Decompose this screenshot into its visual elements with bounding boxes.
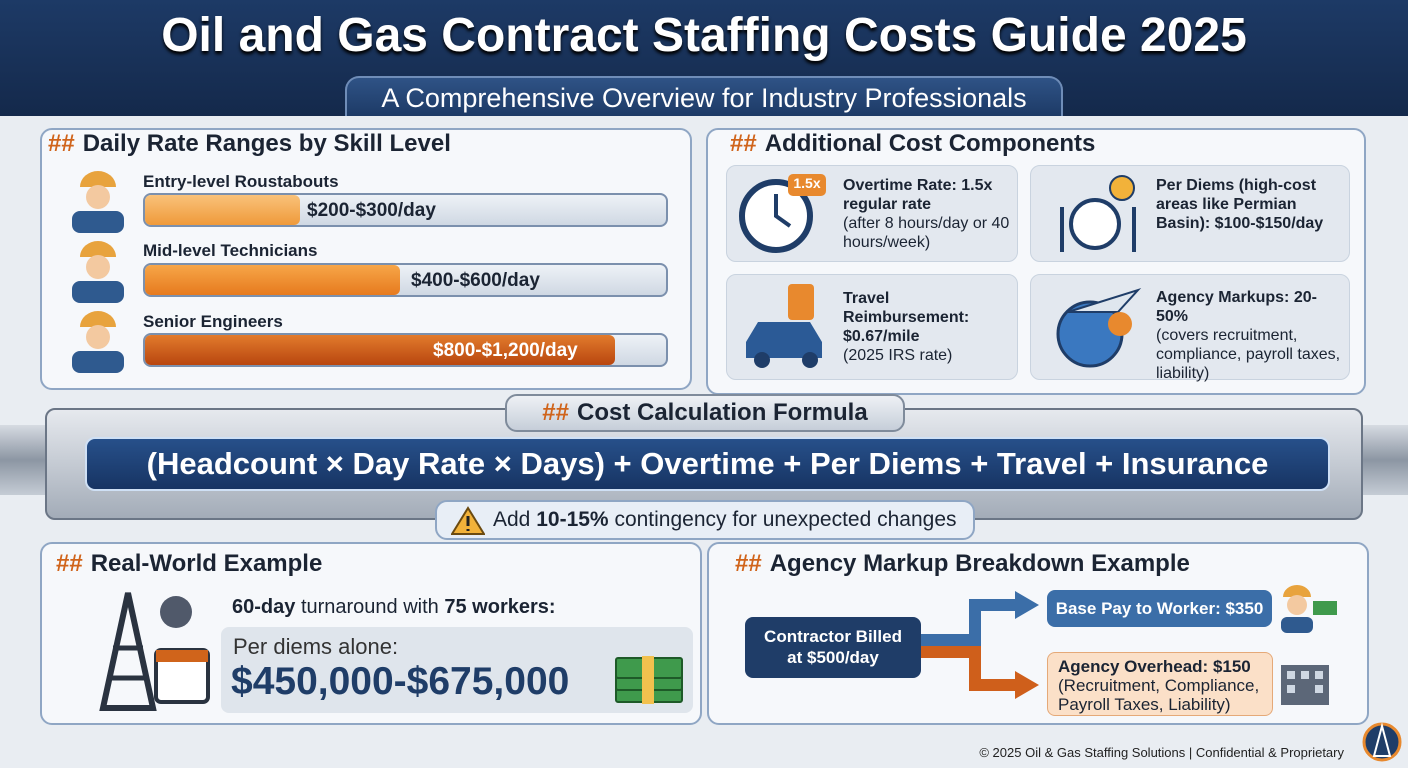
card-title: Agency Markups: 20-50% — [1156, 289, 1317, 325]
rate-fill — [145, 265, 400, 295]
heading-text: Agency Markup Breakdown Example — [769, 550, 1190, 577]
note-highlight: 10-15% — [536, 508, 609, 531]
marker: ## — [730, 130, 757, 157]
clock-icon — [739, 174, 826, 253]
intro-text: turnaround with — [300, 596, 439, 618]
rates-heading: ## Daily Rate Ranges by Skill Level — [48, 130, 451, 158]
meal-icon — [1060, 175, 1136, 252]
base-box: Base Pay to Worker: $350 — [1047, 590, 1272, 627]
rate-bar: $400-$600/day — [143, 263, 668, 297]
badge: 1.5x — [793, 175, 821, 191]
rate-range: $400-$600/day — [411, 270, 540, 291]
rate-bar: $800-$1,200/day — [143, 333, 668, 367]
marker: ## — [48, 130, 75, 157]
globe-icon — [1056, 287, 1142, 368]
card-detail: (covers recruitment, compliance, payroll… — [1156, 327, 1341, 382]
example-amount: $450,000-$675,000 — [231, 660, 570, 703]
heading-text: Cost Calculation Formula — [577, 399, 868, 426]
formula-heading: ## Cost Calculation Formula — [505, 394, 905, 432]
card-detail: (2025 IRS rate) — [843, 347, 953, 364]
heading-text: Real-World Example — [90, 550, 323, 577]
heading-text: Additional Cost Components — [764, 130, 1096, 157]
card-text: Per Diems (high-cost areas like Permian … — [1156, 176, 1346, 233]
rate-fill — [145, 195, 300, 225]
rate-range: $800-$1,200/day — [433, 340, 578, 361]
formula-expression: (Headcount × Day Rate × Days) + Overtime… — [85, 437, 1330, 491]
markup-heading: ## Agency Markup Breakdown Example — [735, 550, 1190, 578]
card-text: Agency Markups: 20-50% (covers recruitmen… — [1156, 288, 1346, 383]
intro-bold: 60-day — [232, 596, 296, 618]
overhead-detail: (Recruitment, Compliance, Payroll Taxes,… — [1058, 676, 1260, 714]
billed-box: Contractor Billed at $500/day — [745, 617, 921, 678]
heading-text: Daily Rate Ranges by Skill Level — [82, 130, 451, 157]
footer: © 2025 Oil & Gas Staffing Solutions | Co… — [979, 745, 1344, 760]
note-text: Add — [493, 508, 531, 531]
warning-icon — [451, 506, 485, 535]
example-box — [221, 627, 693, 713]
costs-heading: ## Additional Cost Components — [730, 130, 1095, 158]
card-text: Overtime Rate: 1.5x regular rate (after 8… — [843, 176, 1013, 252]
rig-icon — [99, 592, 210, 711]
skill-label: Mid-level Technicians — [143, 241, 318, 260]
worker-icons — [72, 171, 124, 373]
skill-label: Senior Engineers — [143, 312, 283, 331]
card-title: Per Diems (high-cost areas like Permian … — [1156, 177, 1324, 232]
contingency-note: Add 10-15% contingency for unexpected ch… — [435, 500, 975, 540]
cash-icon — [615, 656, 683, 704]
card-text: Travel Reimbursement: $0.67/mile (2025 IR… — [843, 289, 1013, 365]
rate-fill — [145, 335, 615, 365]
overhead-box: Agency Overhead: $150 (Recruitment, Compl… — [1047, 652, 1273, 716]
rate-bar: $200-$300/day — [143, 193, 668, 227]
side-icons — [1281, 585, 1337, 705]
rate-range: $200-$300/day — [307, 200, 436, 221]
card-title: Travel Reimbursement: $0.67/mile — [843, 290, 970, 345]
marker: ## — [542, 399, 569, 426]
marker: ## — [735, 550, 762, 577]
subtitle: A Comprehensive Overview for Industry Pr… — [345, 76, 1063, 116]
card-detail: (after 8 hours/day or 40 hours/week) — [843, 215, 1010, 251]
example-heading: ## Real-World Example — [56, 550, 322, 578]
example-caption: Per diems alone: — [233, 634, 399, 659]
marker: ## — [56, 550, 83, 577]
car-icon — [746, 284, 822, 368]
example-intro: 60-day turnaround with 75 workers: — [232, 596, 556, 619]
logo — [1362, 722, 1402, 762]
card-title: Overtime Rate: 1.5x regular rate — [843, 177, 993, 213]
skill-label: Entry-level Roustabouts — [143, 172, 339, 191]
intro-bold: 75 workers: — [444, 596, 556, 618]
overhead-title: Agency Overhead: $150 — [1058, 657, 1251, 676]
note-text: contingency for unexpected changes — [614, 508, 957, 531]
split-arrows — [920, 591, 1039, 699]
title: Oil and Gas Contract Staffing Costs Guid… — [161, 9, 1247, 62]
